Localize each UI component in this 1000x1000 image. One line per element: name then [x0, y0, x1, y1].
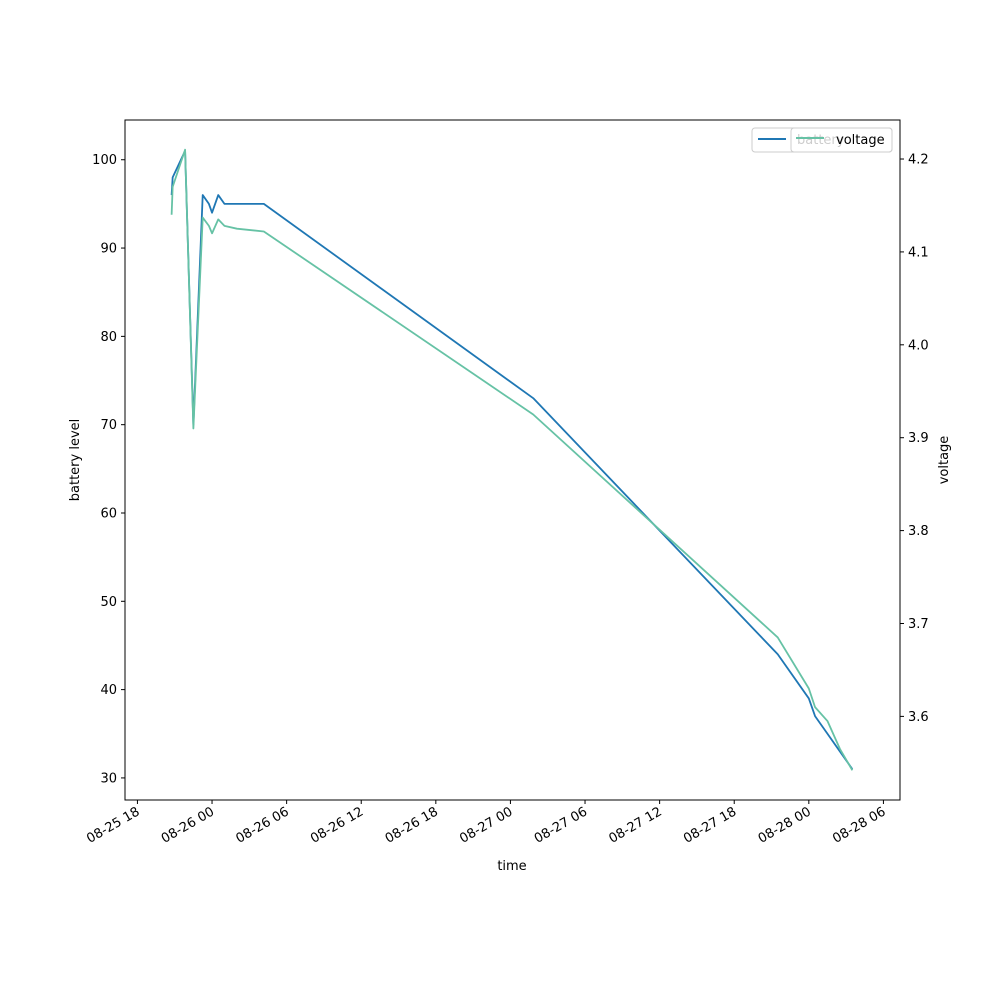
y-left-tick-label: 40 — [100, 683, 117, 698]
y-axis-left: 30 40 50 60 70 80 90 100 — [92, 153, 125, 786]
x-axis-label: time — [497, 859, 526, 874]
y-left-tick-label: 50 — [100, 595, 117, 610]
y-right-tick-label: 3.9 — [908, 431, 929, 446]
y-axis-right: 3.6 3.7 3.8 3.9 4.0 4.1 4.2 — [900, 153, 929, 725]
y-left-tick-label: 100 — [92, 153, 117, 168]
y-right-tick-label: 4.2 — [908, 153, 929, 168]
y-right-tick-label: 3.6 — [908, 710, 929, 725]
y-left-tick-label: 70 — [100, 418, 117, 433]
legend-voltage: voltage — [790, 127, 893, 153]
y-left-tick-label: 30 — [100, 771, 117, 786]
series-voltage-line — [170, 148, 854, 771]
y-left-tick-label: 60 — [100, 506, 117, 521]
legend-voltage-label: voltage — [836, 133, 885, 148]
y-right-tick-label: 4.1 — [908, 245, 929, 260]
y-right-tick-label: 3.7 — [908, 617, 929, 632]
plot-frame — [124, 119, 901, 801]
y-axis-left-label: battery level — [68, 419, 83, 502]
y-right-tick-label: 3.8 — [908, 524, 929, 539]
y-right-tick-label: 4.0 — [908, 338, 929, 353]
series-layer — [170, 148, 854, 771]
y-left-tick-label: 90 — [100, 242, 117, 257]
y-left-tick-label: 80 — [100, 330, 117, 345]
y-axis-right-label: voltage — [937, 436, 952, 485]
